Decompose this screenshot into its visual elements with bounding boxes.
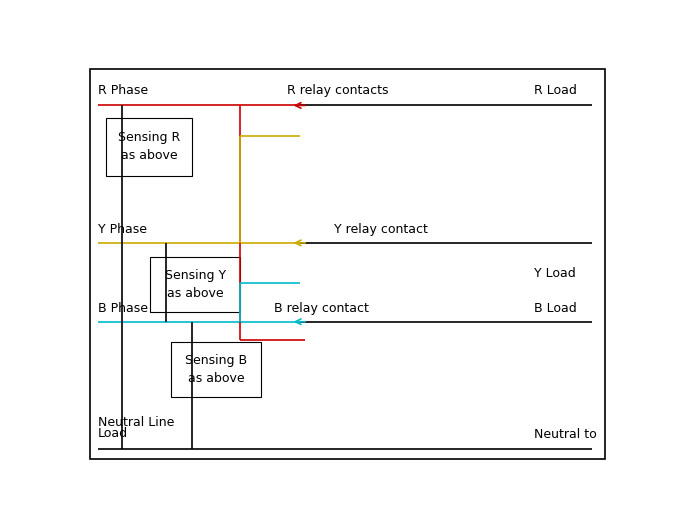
Text: B Load: B Load <box>534 302 577 315</box>
Text: B Phase: B Phase <box>98 302 148 315</box>
Text: Neutral to: Neutral to <box>534 427 597 440</box>
Bar <box>106 118 193 176</box>
Text: as above: as above <box>188 372 245 385</box>
Text: Sensing R: Sensing R <box>118 131 180 144</box>
Text: Neutral Line: Neutral Line <box>98 416 174 429</box>
Bar <box>151 257 240 312</box>
Text: Sensing Y: Sensing Y <box>165 269 226 282</box>
Text: as above: as above <box>167 287 224 300</box>
Text: as above: as above <box>121 149 178 162</box>
Text: Y Load: Y Load <box>534 267 576 280</box>
Text: R Load: R Load <box>534 85 577 97</box>
Text: B relay contact: B relay contact <box>274 302 369 315</box>
Text: R relay contacts: R relay contacts <box>287 85 388 97</box>
Bar <box>172 342 261 396</box>
Text: Y relay contact: Y relay contact <box>334 223 428 236</box>
Text: Y Phase: Y Phase <box>98 223 147 236</box>
Text: R Phase: R Phase <box>98 85 148 97</box>
Text: Load: Load <box>98 427 128 440</box>
Text: Sensing B: Sensing B <box>185 354 247 367</box>
